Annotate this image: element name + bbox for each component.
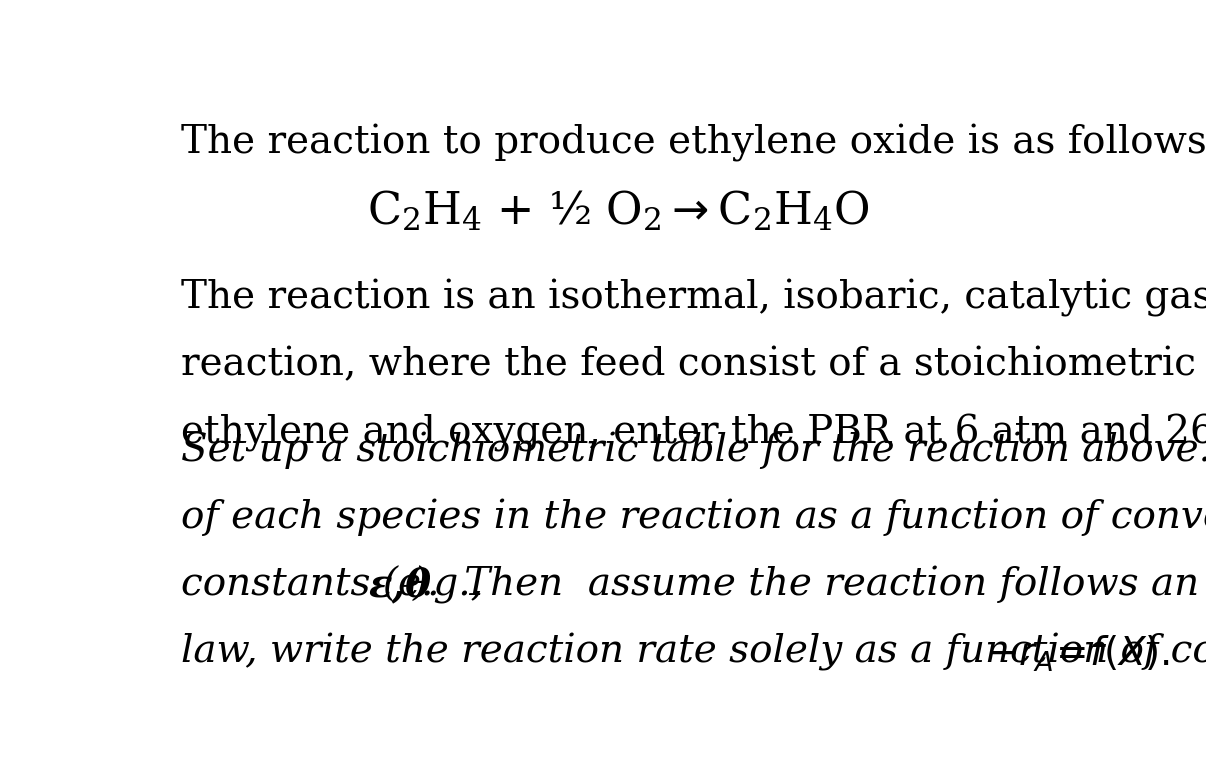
Text: ethylene and oxygen, enter the PBR at 6 atm and 260°C.: ethylene and oxygen, enter the PBR at 6 … bbox=[181, 414, 1206, 451]
Text: The reaction is an isothermal, isobaric, catalytic gas-phase oxidation: The reaction is an isothermal, isobaric,… bbox=[181, 279, 1206, 317]
Text: constants (e.g.,: constants (e.g., bbox=[181, 566, 494, 604]
Text: $\mathdefault{C_2H_4}$ + ½ $\mathdefault{O_2}$$\rightarrow$$\mathdefault{C_2H_4O: $\mathdefault{C_2H_4}$ + ½ $\mathdefault… bbox=[367, 188, 870, 233]
Text: Set up a stoichiometric table for the reaction above. Express the concentration: Set up a stoichiometric table for the re… bbox=[181, 431, 1206, 469]
Text: $-r_A\!=\!f(X).$: $-r_A\!=\!f(X).$ bbox=[985, 633, 1170, 673]
Text: ε,θ: ε,θ bbox=[368, 566, 432, 604]
Text: reaction, where the feed consist of a stoichiometric mixture of: reaction, where the feed consist of a st… bbox=[181, 346, 1206, 384]
Text: law, write the reaction rate solely as a function of conversion, i.e.,: law, write the reaction rate solely as a… bbox=[181, 633, 1206, 671]
Text: ).  Then  assume the reaction follows an elementary rate: ). Then assume the reaction follows an e… bbox=[412, 566, 1206, 604]
Text: of each species in the reaction as a function of conversion evaluating all: of each species in the reaction as a fun… bbox=[181, 498, 1206, 537]
Text: The reaction to produce ethylene oxide is as follows;: The reaction to produce ethylene oxide i… bbox=[181, 123, 1206, 161]
